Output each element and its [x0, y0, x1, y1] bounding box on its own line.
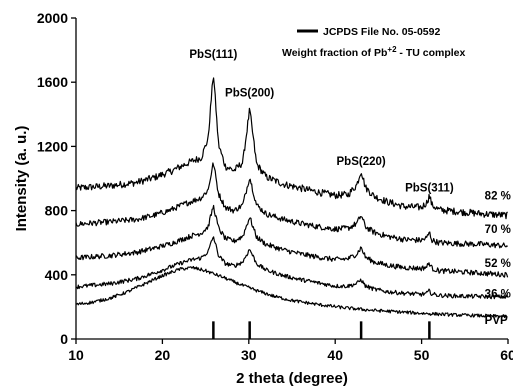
peak-label-2: PbS(220)	[337, 156, 386, 168]
x-tick-label-2: 30	[241, 347, 257, 363]
legend-title-superscript: +2	[387, 45, 397, 54]
y-tick-label-1: 400	[45, 267, 69, 283]
legend-series-label: JCPDS File No. 05-0592	[323, 26, 440, 38]
series-label-0: 82 %	[485, 190, 511, 202]
y-axis-title: Intensity (a. u.)	[13, 126, 30, 232]
y-tick-label-3: 1200	[37, 138, 68, 154]
x-tick-label-3: 40	[327, 347, 343, 363]
x-tick-label-5: 60	[500, 347, 513, 363]
legend-title-prefix: Weight fraction of Pb	[282, 47, 387, 59]
x-tick-label-0: 10	[68, 347, 84, 363]
peak-label-3: PbS(311)	[405, 182, 454, 194]
axes: 10 20 30 40 50 60 0 400 800 1200 1600 2000	[37, 10, 513, 363]
y-tick-label-0: 0	[60, 331, 68, 347]
series-line-2	[75, 204, 509, 278]
series-label-1: 70 %	[485, 224, 511, 236]
series-label-2: 52 %	[485, 258, 511, 270]
series-line-4	[75, 265, 508, 319]
reference-lines	[212, 321, 431, 339]
legend-title: Weight fraction of Pb+2 - TU complex	[282, 45, 466, 59]
y-tick-label-4: 1600	[37, 74, 68, 90]
x-tick-label-1: 20	[155, 347, 171, 363]
peak-label-0: PbS(111)	[189, 49, 237, 61]
series-line-3	[75, 236, 508, 300]
y-tick-label-2: 800	[45, 203, 69, 219]
labels: 82 % 70 % 52 % 36 % PVP PbS(111) PbS(200) PbS(2…	[189, 49, 510, 327]
x-tick-label-4: 50	[414, 347, 430, 363]
legend-title-suffix: - TU complex	[397, 47, 466, 59]
legend: JCPDS File No. 05-0592 Weight fraction o…	[282, 26, 466, 59]
peak-label-1: PbS(200)	[225, 88, 274, 100]
y-tick-label-5: 2000	[37, 10, 68, 26]
x-axis-title: 2 theta (degree)	[236, 370, 348, 387]
series-label-4: PVP	[485, 315, 508, 327]
series-line-0	[75, 77, 508, 220]
series-layer	[75, 77, 509, 319]
series-label-3: 36 %	[485, 289, 511, 301]
series-line-1	[75, 162, 508, 249]
